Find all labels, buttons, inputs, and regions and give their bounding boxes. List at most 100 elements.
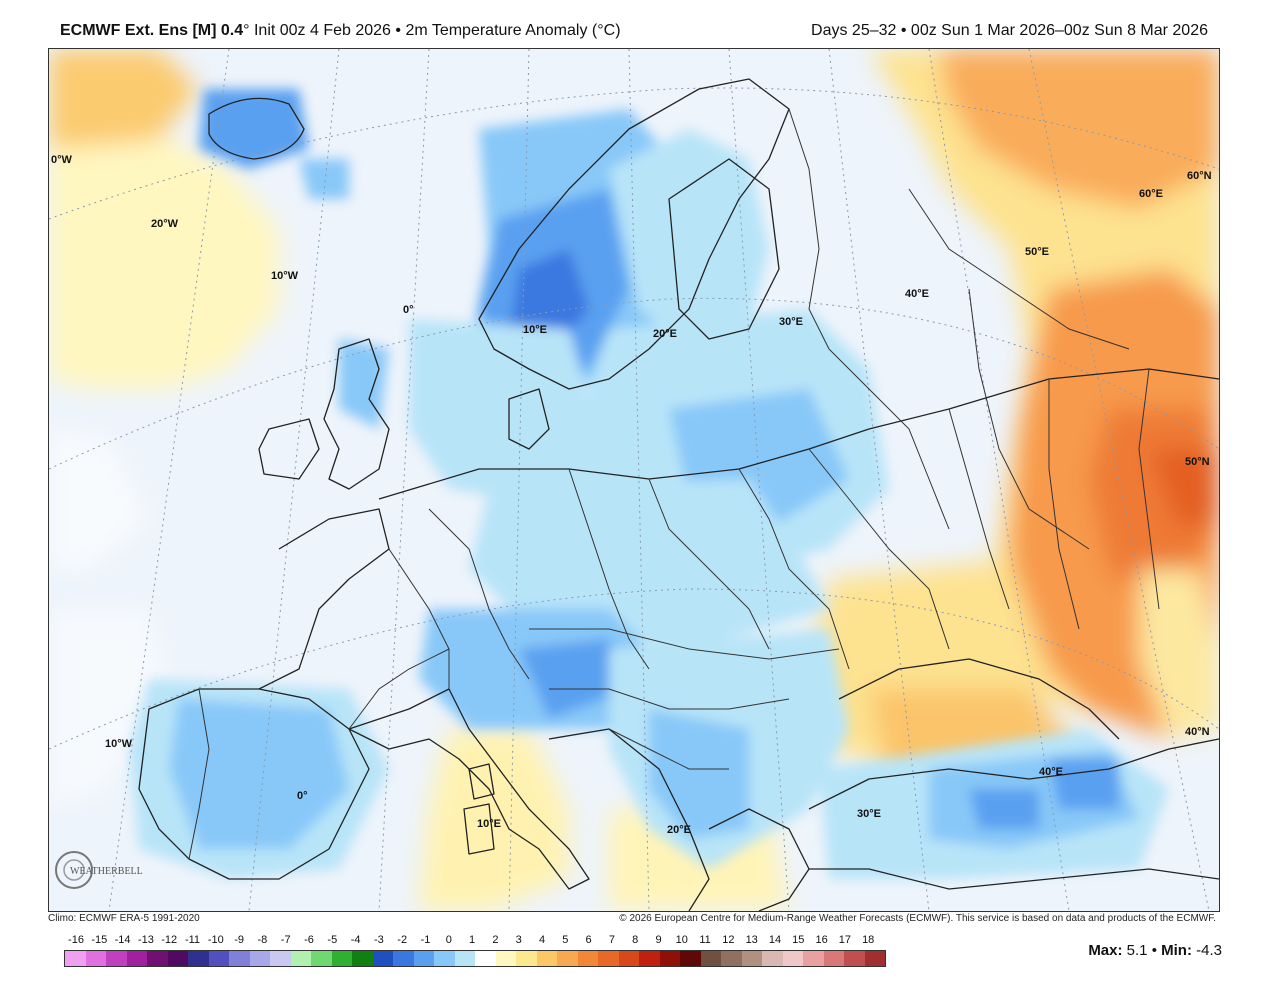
label-lon-20e-north: 20°E	[653, 328, 677, 340]
colorbar-tick-label: -14	[114, 934, 131, 946]
colorbar-tick-label: -3	[374, 934, 384, 946]
colorbar-tick-label: -9	[234, 934, 244, 946]
colorbar-tick-label: 6	[585, 934, 592, 946]
copyright-credit: © 2026 European Centre for Medium-Range …	[619, 913, 1216, 924]
stats-separator: •	[1151, 942, 1157, 959]
colorbar-swatch	[270, 951, 291, 966]
colorbar-swatch	[147, 951, 168, 966]
label-lat-60n: 60°N	[1187, 170, 1212, 182]
corsica-outline	[468, 763, 495, 800]
colorbar-swatch	[598, 951, 619, 966]
label-lon-50e: 50°E	[1025, 246, 1049, 258]
italy-outline	[348, 688, 590, 890]
colorbar-swatch	[618, 951, 639, 966]
colorbar-tick-label: -8	[257, 934, 268, 946]
label-lon-10w-south: 10°W	[105, 738, 133, 750]
colorbar-tick-label: -12	[161, 934, 178, 946]
label-lat-40n: 40°N	[1185, 726, 1210, 738]
scandinavia-outline	[478, 78, 790, 390]
colorbar-swatch	[803, 951, 824, 966]
label-lon-40e-north: 40°E	[905, 288, 929, 300]
colorbar-tick-label: -4	[350, 934, 361, 946]
colorbar-tick-label: -16	[68, 934, 84, 946]
colorbar-swatch	[844, 951, 865, 966]
colorbar-tick-label: 0	[445, 934, 452, 946]
colorbar-tick-label: -10	[207, 934, 224, 946]
colorbar-tick-label: 4	[538, 934, 546, 946]
label-lon-20e-south: 20°E	[667, 824, 691, 836]
colorbar-swatch	[229, 951, 250, 966]
colorbar-swatch	[680, 951, 701, 966]
max-value: 5.1	[1126, 942, 1148, 959]
colorbar-swatch	[741, 951, 762, 966]
anatolia-south	[809, 868, 1219, 890]
colorbar-swatch	[290, 951, 311, 966]
valid-period: Days 25–32 • 00z Sun 1 Mar 2026–00z Sun …	[811, 22, 1208, 39]
colorbar-tick-labels: -16 -15 -14 -13 -12 -11 -10 -9 -8 -7 -6 -5 -4 -3 -2 -1 0…	[64, 934, 886, 950]
map-title: ECMWF Ext. Ens [M] 0.4° Init 00z 4 Feb 2…	[60, 22, 621, 40]
colorbar-legend: -16 -15 -14 -13 -12 -11 -10 -9 -8 -7 -6 -5 -4 -3 -2 -1 0…	[64, 934, 886, 970]
colorbar-tick-label: 9	[655, 934, 662, 946]
geo-labels: 0°W 20°W 10°W 0° 10°E 20°E 30°E 40°E 50°…	[51, 154, 1212, 836]
france-west-coast	[258, 508, 390, 690]
colorbar-swatch	[864, 951, 885, 966]
colorbar-swatches	[64, 950, 886, 967]
colorbar-swatch	[249, 951, 270, 966]
graticule	[49, 49, 1219, 911]
colorbar-tick-label: 11	[699, 934, 711, 946]
colorbar-tick-label: 8	[632, 934, 639, 946]
colorbar-swatch	[126, 951, 147, 966]
colorbar-tick-label: 14	[768, 934, 782, 946]
label-lon-10w: 10°W	[271, 270, 299, 282]
label-lon-30e-north: 30°E	[779, 316, 803, 328]
colorbar-tick-label: 7	[608, 934, 615, 946]
colorbar-swatch	[434, 951, 455, 966]
colorbar-swatch	[393, 951, 414, 966]
colorbar-swatch	[495, 951, 516, 966]
cold-anomaly-shading	[129, 89, 1169, 879]
colorbar-swatch	[65, 951, 86, 966]
colorbar-swatch	[167, 951, 188, 966]
colorbar-tick-label: 3	[515, 934, 522, 946]
colorbar-swatch	[106, 951, 127, 966]
colorbar-tick-label: 17	[838, 934, 852, 946]
label-lon-30e-south: 30°E	[857, 808, 881, 820]
label-lat-50n: 50°N	[1185, 456, 1210, 468]
colorbar-tick-label: -7	[280, 934, 291, 946]
climo-credit: Climo: ECMWF ERA-5 1991-2020	[48, 913, 200, 924]
colorbar-swatch	[311, 951, 332, 966]
colorbar-swatch	[536, 951, 557, 966]
colorbar-tick-label: 12	[722, 934, 735, 946]
colorbar-swatch	[85, 951, 106, 966]
colorbar-swatch	[577, 951, 598, 966]
adriatic-coast	[548, 728, 710, 911]
label-lon-0-south: 0°	[297, 790, 308, 802]
iceland-outline	[208, 97, 305, 160]
colorbar-tick-label: 15	[792, 934, 805, 946]
colorbar-swatch	[823, 951, 844, 966]
colorbar-swatch	[208, 951, 229, 966]
anomaly-map[interactable]: 0°W 20°W 10°W 0° 10°E 20°E 30°E 40°E 50°…	[48, 48, 1220, 912]
colorbar-tick-label: -13	[137, 934, 154, 946]
colorbar-swatch	[372, 951, 393, 966]
colorbar-tick-label: -15	[91, 934, 108, 946]
black-sea-south	[808, 738, 1219, 810]
colorbar-tick-label: -5	[327, 934, 338, 946]
label-lon-10e-north: 10°E	[523, 324, 547, 336]
min-value: -4.3	[1196, 942, 1222, 959]
init-and-variable: ° Init 00z 4 Feb 2026 • 2m Temperature A…	[243, 22, 621, 39]
colorbar-tick-label: 16	[815, 934, 828, 946]
colorbar-tick-label: 13	[745, 934, 758, 946]
weatherbell-logo: WEATHERBELL	[55, 851, 143, 889]
colorbar-tick-label: -1	[420, 934, 431, 946]
denmark-outline	[508, 388, 550, 450]
colorbar-tick-label: -6	[304, 934, 314, 946]
iberia-outline	[138, 688, 370, 880]
label-lon-0-north: 0°	[403, 304, 414, 316]
logo-wordmark: WEATHERBELL	[70, 866, 143, 877]
colorbar-swatch	[413, 951, 434, 966]
map-stats: Max: 5.1 • Min: -4.3	[1088, 942, 1222, 959]
colorbar-tick-label: -2	[397, 934, 408, 946]
country-borders	[188, 108, 1160, 860]
header: ECMWF Ext. Ens [M] 0.4° Init 00z 4 Feb 2…	[48, 22, 1220, 46]
